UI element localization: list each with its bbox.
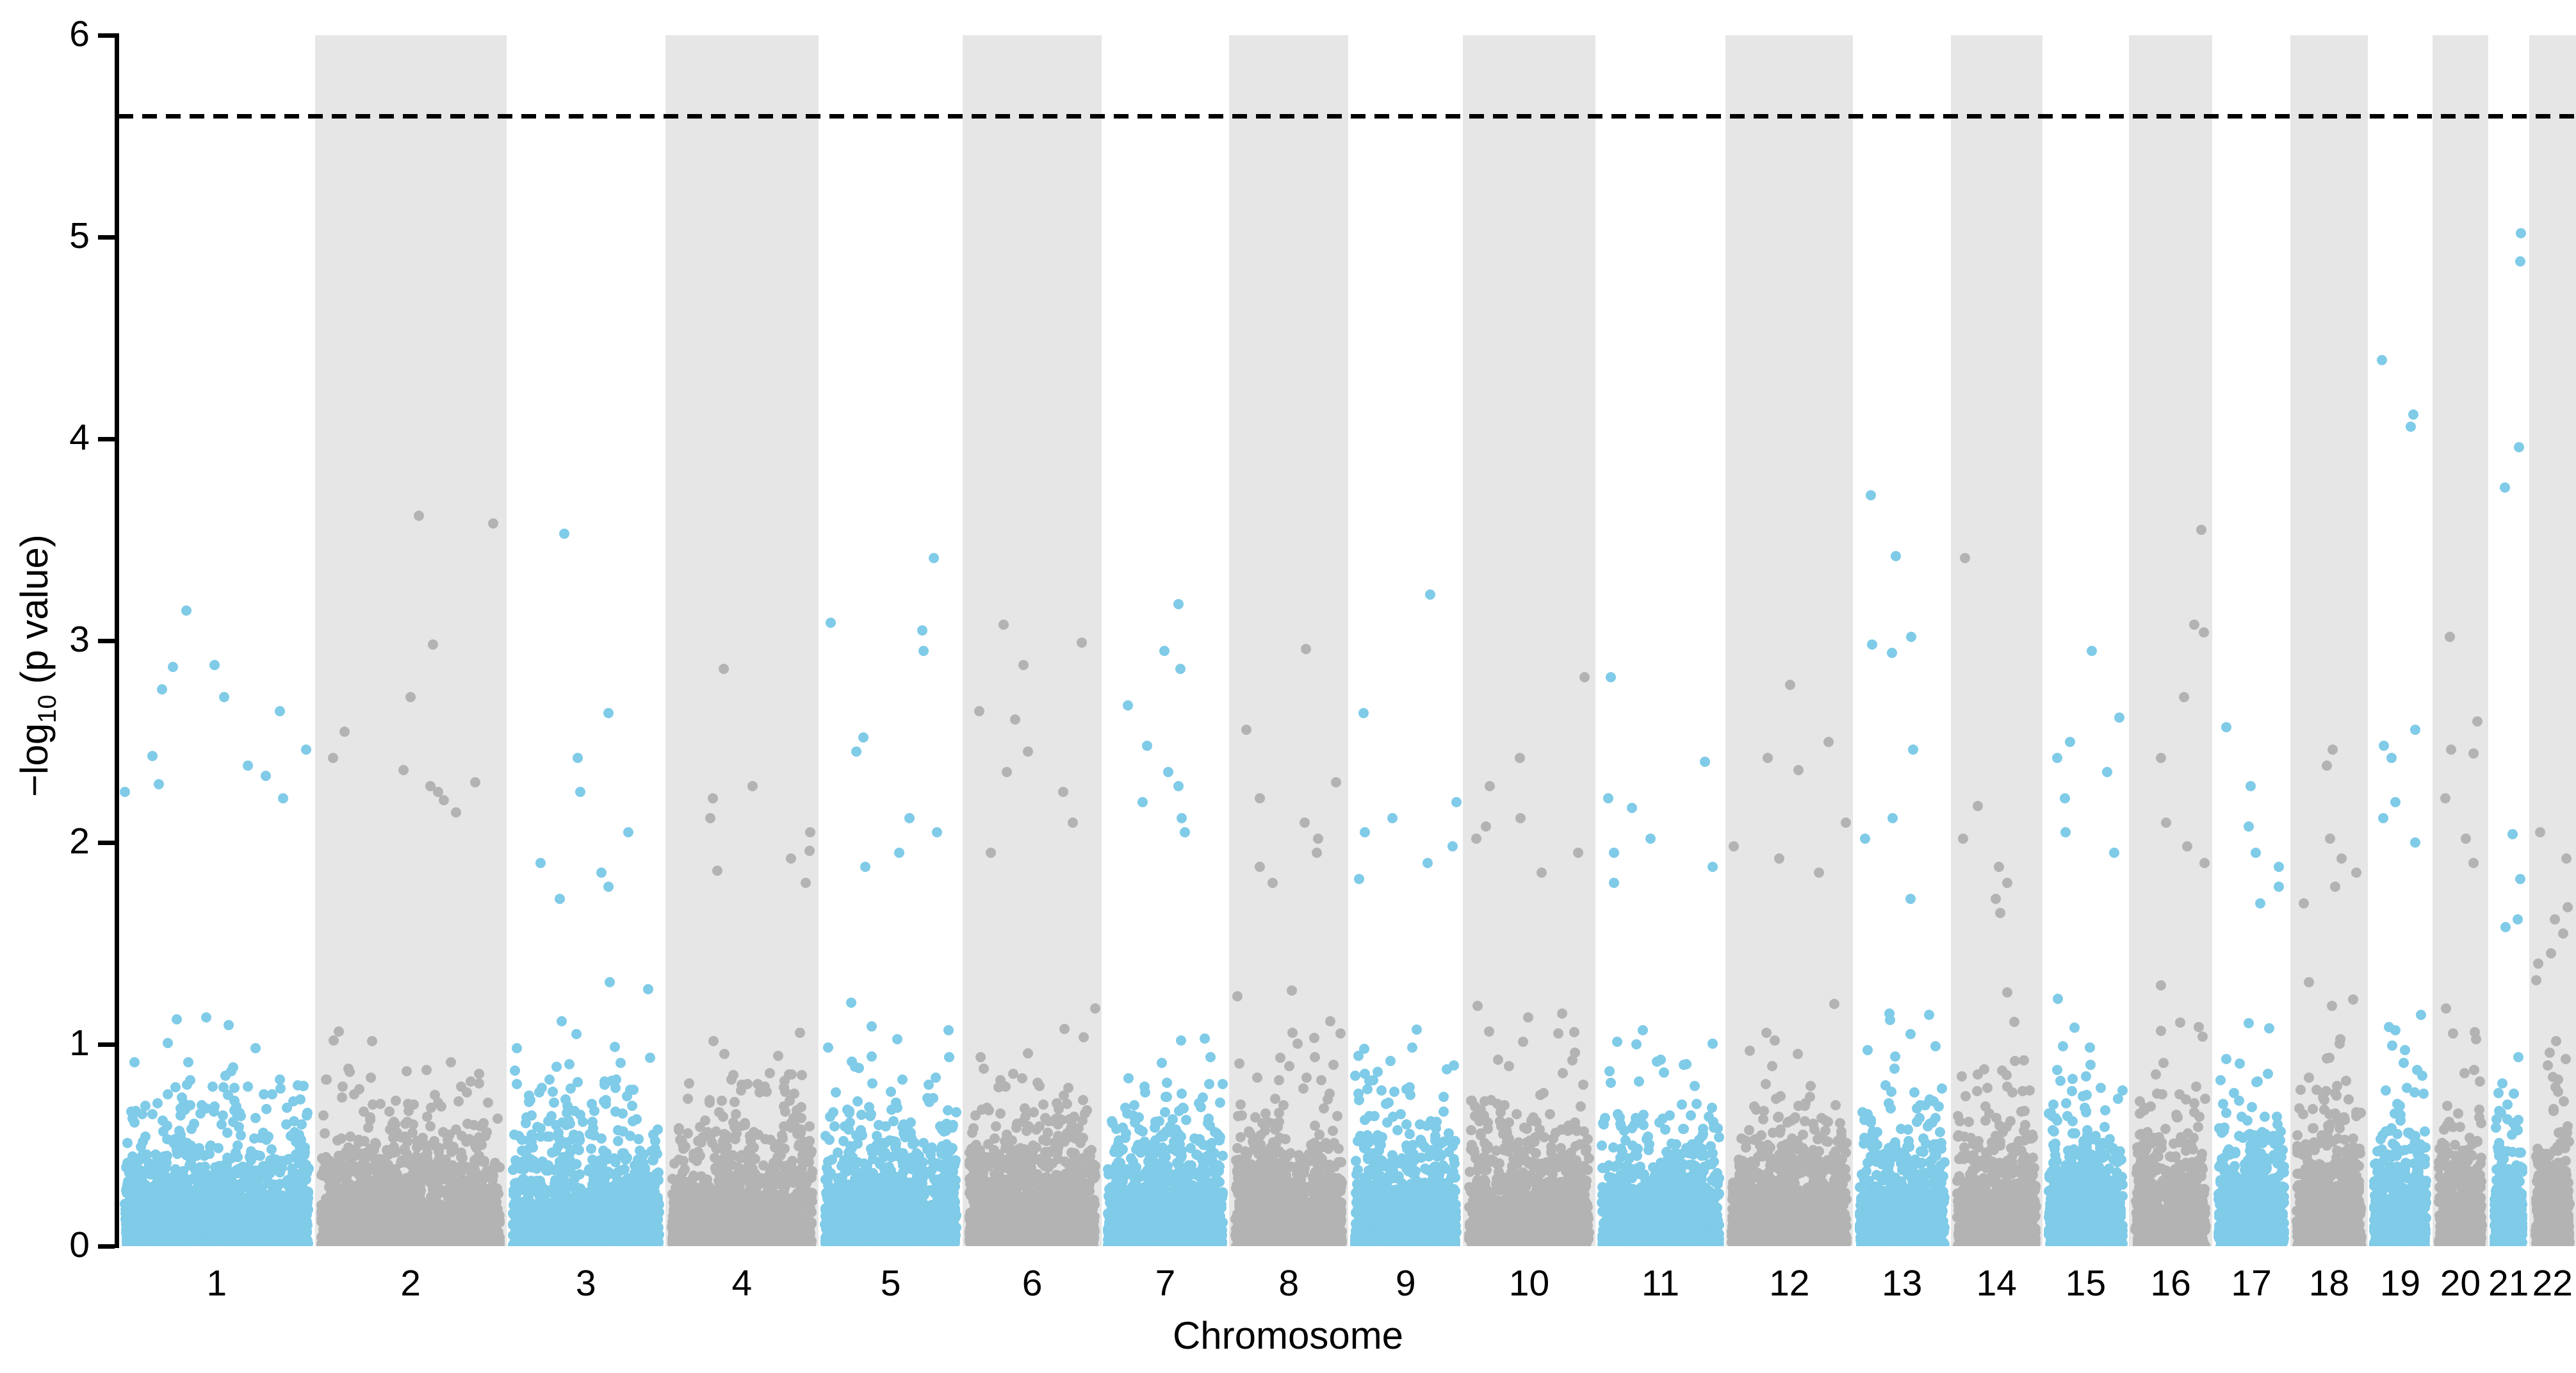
y-axis-title: −log10 (p value) <box>12 403 62 928</box>
chromosome-band <box>2129 35 2212 1246</box>
y-axis-tick-label: 2 <box>0 823 90 860</box>
chromosome-band <box>1463 35 1595 1246</box>
snp-point-layer <box>118 35 2576 1246</box>
y-axis-tick-label: 0 <box>0 1227 90 1263</box>
chromosome-band <box>1950 35 2042 1246</box>
chromosome-band <box>2290 35 2368 1246</box>
y-axis-tick-label: 4 <box>0 420 90 456</box>
y-axis-title-suffix: (p value) <box>13 534 56 695</box>
y-axis-tick-label: 5 <box>0 218 90 254</box>
y-axis-tick <box>98 33 115 38</box>
y-axis-title-prefix: −log <box>13 723 56 797</box>
chromosome-band <box>1229 35 1349 1246</box>
y-axis-tick-label: 3 <box>0 621 90 658</box>
y-axis-tick <box>98 1244 115 1249</box>
y-axis-tick <box>98 841 115 845</box>
y-axis-line <box>115 33 119 1248</box>
y-axis-title-subscript: 10 <box>33 695 61 723</box>
chromosome-band-layer <box>118 35 2576 1246</box>
y-axis-tick <box>98 1042 115 1047</box>
y-axis-tick <box>98 437 115 441</box>
chromosome-band <box>1725 35 1854 1246</box>
chromosome-band <box>2433 35 2488 1246</box>
y-axis-tick-label: 6 <box>0 16 90 53</box>
chromosome-band <box>665 35 819 1246</box>
plot-area <box>118 35 2576 1246</box>
y-axis-tick-label: 1 <box>0 1025 90 1062</box>
chromosome-band <box>314 35 507 1246</box>
y-axis-tick <box>98 639 115 643</box>
y-axis-tick <box>98 235 115 240</box>
